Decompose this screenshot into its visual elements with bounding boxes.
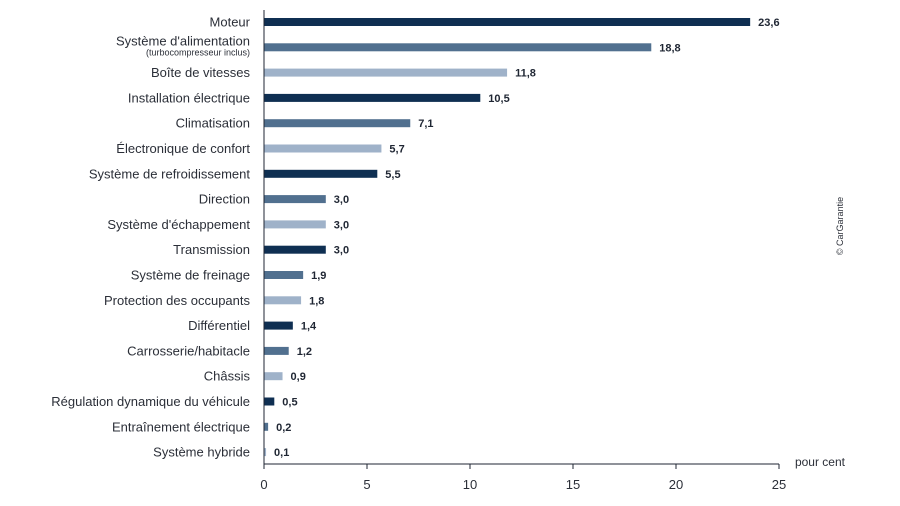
data-label: 7,1 bbox=[418, 118, 433, 130]
category-label: Système hybride bbox=[153, 445, 250, 460]
bars-group bbox=[264, 18, 751, 457]
x-tick-label: 25 bbox=[772, 477, 786, 492]
x-ticks-group: 0 5 10 15 20 25 bbox=[260, 464, 786, 492]
bar bbox=[264, 296, 302, 305]
bar bbox=[264, 448, 267, 457]
bar bbox=[264, 43, 652, 52]
data-label: 5,5 bbox=[385, 169, 400, 181]
category-label: Système de freinage bbox=[131, 268, 250, 283]
value-labels-group: 23,6 18,8 11,8 10,5 7,1 5,7 5,5 3,0 3,0 3,0 1,9 1,8… bbox=[274, 17, 780, 459]
category-label: Électronique de confort bbox=[116, 141, 250, 156]
bar bbox=[264, 220, 326, 229]
bar bbox=[264, 422, 269, 431]
bar bbox=[264, 119, 411, 128]
data-label: 3,0 bbox=[334, 194, 349, 206]
data-label: 1,8 bbox=[309, 295, 324, 307]
bar bbox=[264, 68, 508, 77]
bar bbox=[264, 271, 304, 279]
credit-label: © CarGarantie bbox=[835, 197, 845, 255]
bar bbox=[264, 372, 283, 381]
bar bbox=[264, 321, 293, 330]
data-label: 10,5 bbox=[488, 93, 509, 105]
data-label: 1,4 bbox=[301, 321, 317, 333]
category-labels-group: Moteur Système d'alimentation(turbocompre… bbox=[51, 15, 250, 460]
category-label: Entraînement électrique bbox=[112, 419, 250, 434]
data-label: 0,9 bbox=[291, 371, 306, 383]
category-label: Protection des occupants bbox=[104, 293, 250, 308]
category-label: Système d'échappement bbox=[107, 217, 250, 232]
category-label: Boîte de vitesses bbox=[151, 65, 250, 80]
bar bbox=[264, 93, 481, 102]
x-tick-label: 10 bbox=[463, 477, 477, 492]
bar bbox=[264, 346, 289, 355]
category-label: Régulation dynamique du véhicule bbox=[51, 394, 250, 409]
bar bbox=[264, 144, 382, 153]
category-label: Système de refroidissement bbox=[89, 166, 251, 181]
data-label: 23,6 bbox=[758, 17, 779, 29]
x-tick-label: 15 bbox=[566, 477, 580, 492]
data-label: 1,9 bbox=[311, 270, 326, 282]
category-label: Différentiel bbox=[188, 318, 250, 333]
category-sublabel: (turbocompresseur inclus) bbox=[146, 47, 250, 57]
x-tick-label: 20 bbox=[669, 477, 683, 492]
data-label: 5,7 bbox=[389, 144, 404, 156]
category-label: Installation électrique bbox=[128, 90, 250, 105]
bar bbox=[264, 169, 378, 178]
data-label: 0,2 bbox=[276, 422, 291, 434]
bar bbox=[264, 195, 326, 204]
bar bbox=[264, 18, 751, 26]
category-label: Moteur bbox=[210, 15, 251, 30]
x-tick-label: 0 bbox=[260, 477, 267, 492]
category-label: Transmission bbox=[173, 242, 250, 257]
bar bbox=[264, 245, 326, 254]
data-label: 0,1 bbox=[274, 447, 289, 459]
data-label: 1,2 bbox=[297, 346, 312, 358]
x-axis-unit-label: pour cent bbox=[795, 455, 846, 469]
data-label: 3,0 bbox=[334, 219, 349, 231]
category-label: Châssis bbox=[204, 369, 251, 384]
category-label: Carrosserie/habitacle bbox=[127, 343, 250, 358]
x-tick-label: 5 bbox=[363, 477, 370, 492]
data-label: 18,8 bbox=[659, 42, 680, 54]
category-label: Climatisation bbox=[176, 116, 250, 131]
data-label: 11,8 bbox=[515, 68, 536, 80]
bar bbox=[264, 397, 275, 406]
category-label: Direction bbox=[199, 192, 250, 207]
data-label: 3,0 bbox=[334, 245, 349, 257]
category-label: Système d'alimentation bbox=[116, 33, 250, 48]
data-label: 0,5 bbox=[282, 397, 297, 409]
